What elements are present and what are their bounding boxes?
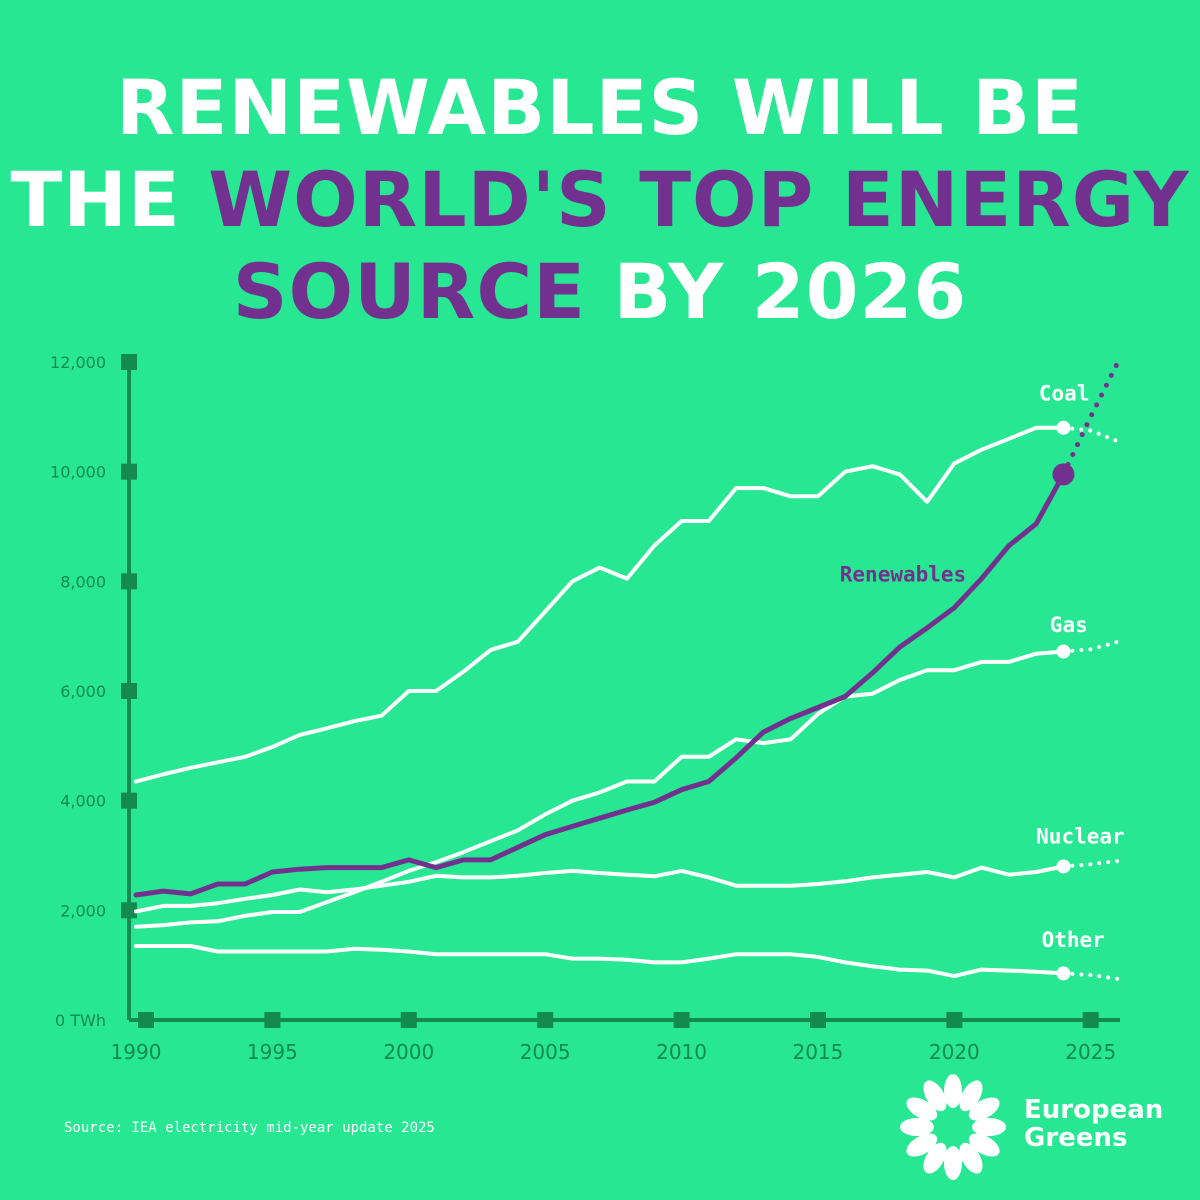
x-tick-mark (946, 1012, 963, 1028)
logo-petal (968, 1097, 1000, 1121)
nuclear-endpoint (1056, 859, 1071, 874)
headline-line-2: THE WORLD'S TOP ENERGY (0, 154, 1200, 246)
chart-series (133, 359, 1121, 981)
x-tick-mark (1082, 1012, 1099, 1028)
x-tick-mark (264, 1012, 281, 1028)
renewables-endpoint (1052, 463, 1075, 486)
x-tick-label: 1995 (247, 1040, 298, 1064)
x-tick-label: 2005 (520, 1040, 571, 1064)
nuclear-series-label: Nuclear (1036, 824, 1125, 848)
y-tick-mark (121, 902, 137, 919)
headline-line-3-highlight: SOURCE (232, 247, 587, 336)
gas-forecast-line (1061, 639, 1120, 654)
renewables-series-line (133, 471, 1066, 898)
headline: RENEWABLES WILL BE THE WORLD'S TOP ENERG… (0, 62, 1200, 338)
logo-petal (968, 1133, 1000, 1157)
gas-series-line (134, 649, 1066, 929)
renewables-forecast-line (1060, 359, 1121, 477)
coal-series-label: Coal (1039, 381, 1090, 405)
logo-petal (900, 1118, 934, 1136)
x-tick-mark (537, 1012, 554, 1028)
renewables-series-label: Renewables (840, 562, 966, 586)
x-tick-mark (138, 1012, 154, 1028)
headline-line-2-highlight: WORLD'S TOP ENERGY (208, 155, 1190, 244)
y-tick-mark (121, 792, 137, 809)
x-tick-mark (809, 1012, 826, 1028)
x-tick-mark (673, 1012, 690, 1028)
coal-forecast-line (1061, 425, 1120, 444)
y-tick-label: 6,000 (60, 682, 106, 701)
y-tick-label: 10,000 (50, 463, 106, 482)
gas-series-label: Gas (1050, 613, 1088, 637)
x-tick-label: 2015 (792, 1040, 843, 1064)
chart-axes: 0 TWh 2,000 4,000 6,000 8,000 10,000 12,000 199… (50, 353, 1120, 1064)
y-tick-label: 8,000 (60, 572, 106, 591)
y-tick-mark (121, 683, 137, 699)
x-tick-mark (400, 1012, 417, 1028)
y-tick-label: 0 TWh (55, 1011, 106, 1030)
y-tick-label: 12,000 (50, 353, 106, 372)
logo-petal (959, 1080, 983, 1112)
x-tick-label: 2000 (383, 1040, 434, 1064)
headline-line-2-prefix: THE (10, 155, 209, 244)
y-tick-label: 2,000 (60, 901, 106, 920)
source-note: Source: IEA electricity mid-year update … (64, 1120, 435, 1136)
brand-name: European Greens (1024, 1096, 1163, 1152)
logo-petal (923, 1142, 947, 1174)
logo-petal (944, 1146, 962, 1180)
headline-line-1: RENEWABLES WILL BE (0, 62, 1200, 154)
logo-petal (906, 1097, 938, 1121)
y-tick-mark (121, 354, 137, 370)
other-forecast-line (1061, 971, 1120, 981)
other-series-line (134, 944, 1066, 979)
other-series-label: Other (1042, 928, 1105, 952)
coal-series-line (134, 425, 1066, 784)
x-tick-label: 2025 (1065, 1040, 1116, 1064)
headline-line-1-text: RENEWABLES WILL BE (116, 63, 1084, 152)
logo-petal (972, 1118, 1006, 1136)
headline-line-3: SOURCE BY 2026 (0, 246, 1200, 338)
logo-petal (959, 1142, 983, 1174)
brand-line-2: Greens (1024, 1123, 1128, 1153)
logo-petal (944, 1074, 962, 1108)
logo-petal (906, 1133, 938, 1157)
headline-line-3-suffix: BY 2026 (586, 247, 968, 336)
gas-endpoint (1056, 644, 1071, 659)
other-endpoint (1056, 966, 1071, 981)
nuclear-series-line (134, 864, 1066, 914)
chart-series-labels: Coal Renewables Gas Nuclear Other (840, 381, 1125, 952)
y-tick-mark (121, 573, 137, 590)
coal-endpoint (1056, 420, 1071, 435)
y-tick-label: 4,000 (60, 792, 106, 811)
x-tick-label: 2020 (929, 1040, 980, 1064)
nuclear-forecast-line (1061, 859, 1120, 869)
y-tick-mark (121, 463, 137, 480)
brand-line-1: European (1024, 1095, 1164, 1125)
logo-petal (923, 1080, 947, 1112)
x-tick-label: 2010 (656, 1040, 707, 1064)
x-tick-label: 1990 (111, 1040, 162, 1064)
european-greens-flower-logo-icon (900, 1074, 1006, 1180)
